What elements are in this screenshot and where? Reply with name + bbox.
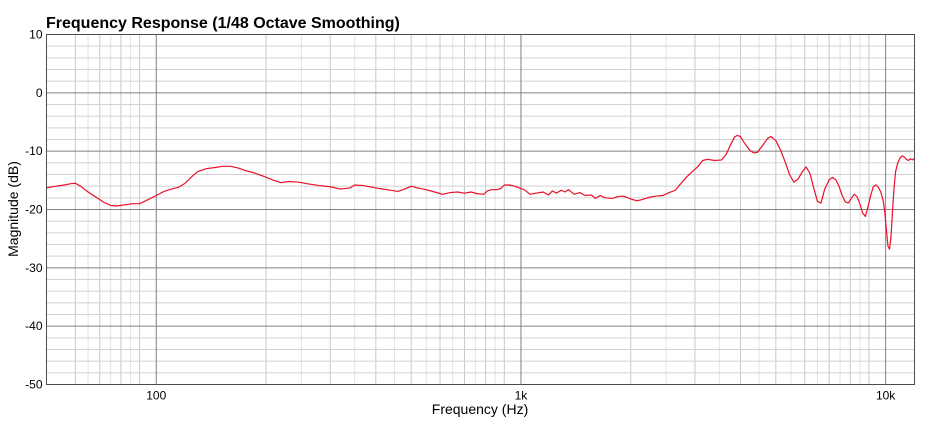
x-tick-label: 10k	[876, 389, 896, 403]
y-axis-label: Magnitude (dB)	[5, 161, 21, 257]
x-tick-label: 100	[146, 389, 166, 403]
plot-frame	[46, 34, 915, 385]
y-tick-label: 0	[36, 86, 43, 100]
y-tick-label: -50	[25, 378, 43, 392]
x-axis-ticks: 100 1k 10k	[146, 389, 896, 403]
y-tick-label: -10	[25, 144, 43, 158]
y-tick-label: 10	[29, 28, 43, 42]
y-tick-label: -30	[25, 261, 43, 275]
x-tick-label: 1k	[515, 389, 529, 403]
y-tick-label: -40	[25, 319, 43, 333]
series-layer	[46, 134, 915, 250]
x-axis-label: Frequency (Hz)	[432, 401, 528, 417]
y-axis-ticks: 10 0 -10 -20 -30 -40 -50	[25, 28, 43, 392]
chart-title: Frequency Response (1/48 Octave Smoothin…	[46, 15, 400, 32]
y-tick-label: -20	[25, 203, 43, 217]
series-line	[46, 134, 915, 250]
